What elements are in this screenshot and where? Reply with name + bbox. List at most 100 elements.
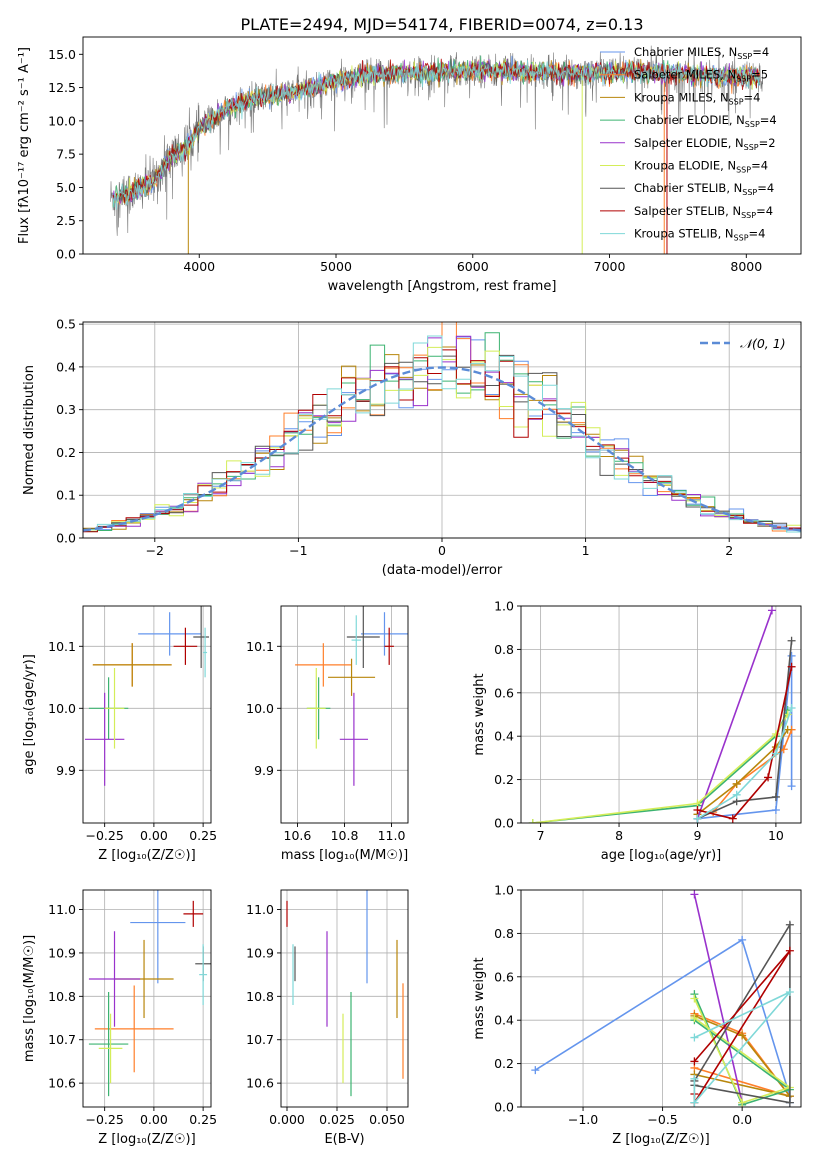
weight-line-kroupa-elodie: [693, 998, 792, 1104]
axes-frame: [82, 889, 212, 1108]
y-tick-label: 0.4: [494, 1013, 514, 1028]
weight-marker: [732, 779, 741, 788]
plot-area: [531, 890, 794, 1107]
y-axis-label: Normed distribution: [22, 365, 37, 495]
x-tick-label: 0.25: [189, 828, 217, 843]
normal-reference-curve: [83, 366, 801, 532]
y-tick-label: 0.2: [494, 1056, 514, 1071]
y-tick-label: 7.5: [56, 147, 76, 162]
y-tick-label: 0.6: [494, 685, 514, 700]
y-tick-label: 0.0: [56, 531, 76, 546]
legend-entry: Salpeter MILES, NSSP=5: [634, 68, 768, 84]
weight-marker: [785, 946, 794, 955]
y-tick-label: 0.4: [494, 729, 514, 744]
y-tick-label: 1.0: [494, 883, 514, 898]
axes-frame: [520, 889, 802, 1108]
plot-area: [528, 606, 796, 823]
y-tick-label: 10.1: [48, 639, 76, 654]
x-tick-label: 10.6: [284, 828, 312, 843]
y-tick-label: 2.5: [56, 213, 76, 228]
weight-marker: [732, 790, 741, 799]
y-tick-label: 1.0: [494, 599, 514, 614]
y-tick-label: 10.7: [48, 1032, 76, 1047]
y-tick-label: 10.8: [48, 989, 76, 1004]
legend-entry: Salpeter ELODIE, NSSP=2: [634, 136, 776, 152]
weight-marker: [690, 1098, 699, 1107]
y-axis-label: mass weight: [472, 673, 487, 755]
y-tick-label: 15.0: [48, 47, 76, 62]
weight-marker: [785, 1098, 794, 1107]
x-tick-label: 6000: [457, 259, 489, 274]
model-line-kroupa-stelib: [112, 60, 761, 210]
weight-marker: [771, 792, 780, 801]
plot-area: [295, 606, 408, 786]
x-tick-label: 0.000: [269, 1112, 305, 1127]
weight-line-chabrier-stelib: [693, 921, 791, 1104]
weight-marker: [693, 814, 702, 823]
y-tick-label: 0.5: [56, 317, 76, 332]
y-tick-label: 0.1: [56, 488, 76, 503]
x-tick-label: −0.5: [647, 1112, 677, 1127]
x-tick-label: 7000: [594, 259, 626, 274]
legend-entry: Kroupa ELODIE, NSSP=4: [634, 159, 768, 175]
weight-marker: [783, 725, 792, 734]
y-tick-label: 0.2: [56, 445, 76, 460]
panel-mass-vs-Z: −0.25 0.00 0.25 10.6 10.7 10.8 10.9 11.0 Z [log₁…: [22, 889, 217, 1147]
weight-marker: [693, 805, 702, 814]
x-tick-label: −1.0: [568, 1112, 598, 1127]
x-tick-label: 0.025: [319, 1112, 355, 1127]
y-tick-label: 0.0: [494, 816, 514, 831]
x-tick-label: −0.25: [86, 828, 124, 843]
y-tick-label: 11.0: [48, 902, 76, 917]
y-tick-label: 9.9: [254, 763, 274, 778]
weight-marker: [690, 1074, 699, 1083]
panel-residuals: −2 −1 0 1 2 0.0 0.1 0.2 0.3 0.4 0.5 (data-model)/er…: [22, 317, 802, 578]
weight-marker: [690, 1014, 699, 1023]
plot-area: [84, 606, 210, 786]
axes-frame: [82, 605, 212, 824]
x-tick-label: 4000: [183, 259, 215, 274]
panel-mass-vs-EBV: 0.000 0.025 0.050 10.6 10.7 10.8 10.9 11.0 E(B-V…: [246, 889, 409, 1147]
y-tick-label: 10.0: [48, 701, 76, 716]
y-tick-label: 0.8: [494, 926, 514, 941]
axes-frame: [280, 889, 409, 1108]
weight-marker: [728, 814, 737, 823]
x-tick-label: 0.00: [140, 828, 168, 843]
y-axis-label: mass [log₁₀(M/M☉)]: [22, 935, 37, 1062]
panel-weight-vs-age: 7 8 9 10 0.0 0.2 0.4 0.6 0.8 1.0 age [log₁₀(age/yr…: [472, 599, 802, 863]
weight-marker: [787, 782, 796, 791]
y-tick-label: 10.6: [246, 1076, 274, 1091]
weight-line-kroupa-miles: [697, 729, 789, 815]
x-tick-label: −2: [146, 543, 164, 558]
x-tick-label: 0.0: [732, 1112, 752, 1127]
weight-marker: [690, 994, 699, 1003]
y-tick-label: 5.0: [56, 180, 76, 195]
panel-age-vs-mass: 10.6 10.8 11.0 9.9 10.0 10.1 mass [log₁₀(M/M☉)…: [246, 605, 409, 863]
y-tick-label: 0.0: [494, 1100, 514, 1115]
x-tick-label: 8: [615, 828, 623, 843]
x-tick-label: 0.00: [140, 1112, 168, 1127]
legend-entry: Chabrier STELIB, NSSP=4: [634, 181, 774, 197]
panel-weight-vs-Z: −1.0 −0.5 0.0 0.0 0.2 0.4 0.6 0.8 1.0 Z [log₁₀(Z/…: [472, 883, 802, 1147]
legend-entry: Chabrier MILES, NSSP=4: [634, 45, 769, 61]
x-tick-label: 5000: [320, 259, 352, 274]
x-axis-label: wavelength [Angstrom, rest frame]: [328, 279, 557, 294]
y-tick-label: 10.8: [246, 989, 274, 1004]
x-tick-label: 8000: [730, 259, 762, 274]
y-tick-label: 0.4: [56, 359, 76, 374]
axes-frame: [82, 36, 802, 255]
y-tick-label: 10.9: [48, 945, 76, 960]
x-axis-label: (data-model)/error: [382, 563, 503, 578]
weight-marker: [787, 703, 796, 712]
weight-marker: [531, 1066, 540, 1075]
weight-marker: [785, 987, 794, 996]
y-tick-label: 0.8: [494, 642, 514, 657]
y-tick-label: 10.1: [246, 639, 274, 654]
x-tick-label: 11.0: [378, 828, 406, 843]
y-tick-label: 12.5: [48, 80, 76, 95]
weight-marker: [787, 662, 796, 671]
weight-marker: [771, 805, 780, 814]
weight-marker: [738, 1098, 747, 1107]
weight-line-salpeter-stelib: [697, 666, 793, 820]
